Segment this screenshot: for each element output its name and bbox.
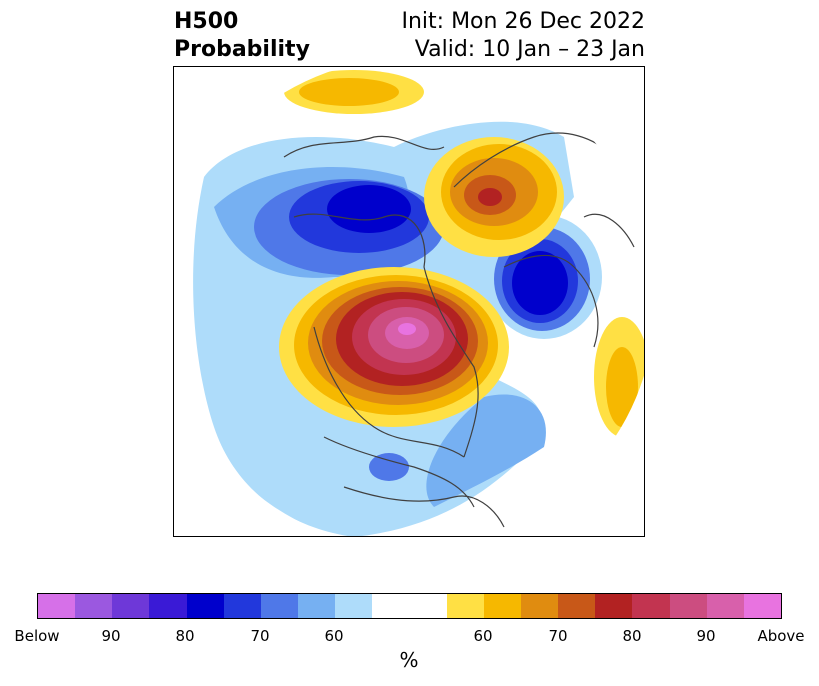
map-frame (173, 66, 645, 537)
colorbar-segment (706, 594, 744, 618)
colorbar (37, 593, 782, 619)
valid-range: Valid: 10 Jan – 23 Jan (414, 37, 645, 62)
colorbar-segment (112, 594, 150, 618)
colorbar-segment (223, 594, 261, 618)
colorbar-segment (669, 594, 707, 618)
colorbar-segment (483, 594, 522, 618)
coastlines (283, 132, 635, 528)
colorbar-tick-label: 90 (101, 627, 121, 645)
colorbar-segment (446, 594, 484, 618)
colorbar-tick-label: 70 (250, 627, 270, 645)
colorbar-segment (75, 594, 113, 618)
colorbar-tick-label: Above (757, 627, 805, 645)
title-left: H500 Probability (174, 8, 310, 64)
map-fields (174, 67, 644, 536)
colorbar-segment (558, 594, 596, 618)
colorbar-tick-label: Below (14, 627, 60, 645)
title-right: Init: Mon 26 Dec 2022 Valid: 10 Jan – 23… (402, 8, 646, 64)
colorbar-segment (38, 594, 76, 618)
colorbar-segment (186, 594, 224, 618)
colorbar-tick-label: 80 (622, 627, 642, 645)
colorbar-segment (743, 594, 782, 618)
colorbar-unit: % (399, 648, 419, 672)
colorbar-tick-label: 90 (696, 627, 716, 645)
colorbar-segment (260, 594, 299, 618)
colorbar-tick-label: 70 (548, 627, 568, 645)
colorbar-segment (298, 594, 336, 618)
colorbar-segment (595, 594, 633, 618)
colorbar-segment (372, 594, 447, 618)
title-probability: Probability (174, 37, 310, 62)
colorbar-tick-label: 80 (175, 627, 195, 645)
colorbar-tick-label: 60 (324, 627, 344, 645)
colorbar-segment (149, 594, 187, 618)
init-date: Init: Mon 26 Dec 2022 (401, 9, 646, 34)
probability-map (174, 67, 644, 536)
colorbar-segment (335, 594, 373, 618)
colorbar-tick-label: 60 (473, 627, 493, 645)
colorbar-segment (632, 594, 670, 618)
title-variable: H500 (174, 9, 239, 34)
colorbar-segment (521, 594, 559, 618)
